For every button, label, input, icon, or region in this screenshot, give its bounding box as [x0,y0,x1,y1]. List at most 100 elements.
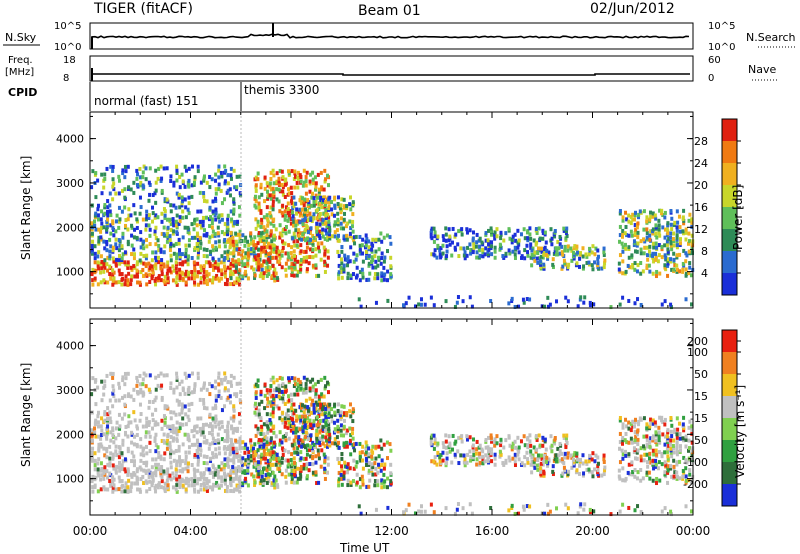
velocity-cell [433,441,437,446]
velocity-cell [257,466,261,471]
velocity-cell [178,392,182,397]
velocity-cell [576,457,580,462]
velocity-cell [558,458,562,463]
power-cell [132,235,136,240]
power-cell [352,235,356,240]
power-cell [234,259,238,264]
freq-right-tick-bottom: 0 [708,73,714,84]
velocity-cell [239,400,243,405]
power-cell [318,202,322,207]
power-cell [336,233,340,238]
velocity-cell [566,451,570,456]
velocity-cell [181,386,185,391]
power-cell [169,253,173,258]
velocity-cell [217,394,221,399]
power-cell [293,253,297,258]
power-cell [184,272,188,277]
power-cell [103,280,107,285]
velocity-cell [290,402,294,407]
power-cell [217,175,221,180]
velocity-cell [367,484,371,489]
power-cell [159,260,163,265]
power-cell [283,194,287,199]
velocity-cell [142,461,146,466]
power-cell [256,177,260,182]
velocity-colorbar-label: Velocity [m s⁻¹] [733,385,747,478]
power-cell [112,276,116,281]
velocity-cell [99,442,103,447]
velocity-cell [463,457,467,462]
velocity-cell [566,506,570,511]
velocity-cell [633,430,637,435]
velocity-cell [135,390,139,395]
power-cell [151,250,155,255]
power-cell [337,270,341,275]
velocity-cell [186,387,190,392]
velocity-cell [621,478,625,483]
power-cell [96,203,100,208]
power-cell [551,257,555,262]
velocity-cell [139,477,143,482]
velocity-cell [325,380,329,385]
power-cell [235,185,239,190]
velocity-cell [184,375,188,380]
velocity-cell [260,474,264,479]
power-cell [596,263,600,268]
power-cell [455,300,459,305]
velocity-cell [100,379,104,384]
power-cell [142,246,146,251]
velocity-cell [160,418,164,423]
power-cell [187,166,191,171]
velocity-cell [91,446,95,451]
velocity-cell [201,430,205,435]
velocity-cell [275,483,279,488]
velocity-cell [310,426,314,431]
power-cell [330,207,334,212]
power-cell [296,231,300,236]
power-cell [304,223,308,228]
power-cell [99,270,103,275]
velocity-cell [162,457,166,462]
power-cell [342,267,346,272]
velocity-cell [367,460,371,465]
power-cell [541,236,545,241]
velocity-cell [336,424,340,429]
power-cell [232,201,236,206]
power-cell [358,270,362,275]
velocity-cell [302,456,306,461]
power-cell [195,231,199,236]
power-cell [475,232,479,237]
power-cell [651,271,655,276]
velocity-cell [340,456,344,461]
velocity-cell [159,473,163,478]
power-cell [129,265,133,270]
velocity-cell [648,440,652,445]
velocity-cell [658,478,662,483]
velocity-cell [109,420,113,425]
power-cell [442,238,446,243]
power-cell [218,244,222,249]
velocity-cell [320,448,324,453]
power-cell [631,265,635,270]
velocity-cell [308,437,312,442]
power-cell [259,224,263,229]
velocity-cell [388,442,392,447]
power-cell [463,256,467,261]
velocity-cell [237,465,241,470]
velocity-cell [358,454,362,459]
velocity-cell [633,468,637,473]
power-cell [232,168,236,173]
velocity-cell [663,460,667,465]
power-cell [507,301,511,306]
velocity-cell [178,483,182,488]
colorbar-tick-label: 28 [694,135,708,148]
velocity-cell [365,484,369,489]
velocity-cell [169,465,173,470]
velocity-cell [102,470,106,475]
velocity-cell [665,434,669,439]
velocity-cell [361,466,365,471]
power-cell [217,278,221,283]
power-cell [376,272,380,277]
velocity-cell [302,387,306,392]
power-cell [529,236,533,241]
